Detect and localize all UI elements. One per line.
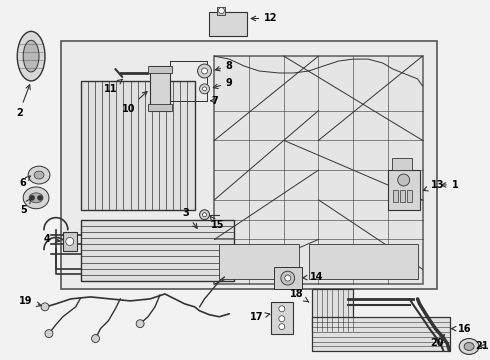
Bar xyxy=(274,267,302,289)
Bar xyxy=(148,104,172,111)
Text: 8: 8 xyxy=(215,61,233,71)
Circle shape xyxy=(202,87,206,91)
Ellipse shape xyxy=(29,193,43,203)
Ellipse shape xyxy=(17,31,45,81)
Circle shape xyxy=(136,320,144,328)
Text: 5: 5 xyxy=(20,199,30,215)
Circle shape xyxy=(202,213,206,217)
Circle shape xyxy=(66,238,74,246)
Text: 12: 12 xyxy=(251,13,278,23)
Text: 11: 11 xyxy=(104,79,122,94)
Bar xyxy=(407,190,412,202)
Bar xyxy=(271,302,293,334)
Bar xyxy=(220,244,299,279)
Text: 9: 9 xyxy=(213,78,233,89)
Ellipse shape xyxy=(23,40,39,72)
Text: 18: 18 xyxy=(290,289,309,302)
Ellipse shape xyxy=(23,187,49,209)
Circle shape xyxy=(201,68,207,74)
Bar xyxy=(309,244,417,279)
Bar xyxy=(150,66,170,111)
Circle shape xyxy=(279,306,285,312)
Circle shape xyxy=(29,195,35,200)
Circle shape xyxy=(38,195,43,200)
Circle shape xyxy=(92,334,99,342)
Circle shape xyxy=(45,330,53,338)
Circle shape xyxy=(279,324,285,330)
Text: 17: 17 xyxy=(250,312,270,322)
Circle shape xyxy=(279,316,285,322)
Bar xyxy=(312,317,450,351)
Bar xyxy=(312,289,353,330)
Text: 4: 4 xyxy=(44,234,60,244)
Circle shape xyxy=(199,84,210,94)
Text: 1: 1 xyxy=(441,180,459,190)
Ellipse shape xyxy=(34,171,44,179)
Circle shape xyxy=(281,271,294,285)
Text: 7: 7 xyxy=(211,96,218,106)
Text: 21: 21 xyxy=(475,342,489,351)
Circle shape xyxy=(285,275,291,281)
Bar xyxy=(170,61,207,101)
Text: 2: 2 xyxy=(16,85,30,118)
Circle shape xyxy=(197,64,212,78)
Text: 3: 3 xyxy=(182,208,197,228)
Bar xyxy=(388,170,419,210)
Bar xyxy=(63,231,77,251)
Bar xyxy=(215,56,422,284)
Bar xyxy=(148,66,172,73)
Text: 6: 6 xyxy=(20,176,30,188)
Circle shape xyxy=(41,303,49,311)
Text: 20: 20 xyxy=(431,334,444,347)
Bar xyxy=(61,41,438,289)
Bar xyxy=(218,6,225,14)
Text: 14: 14 xyxy=(303,272,323,282)
Bar xyxy=(81,81,195,210)
Bar xyxy=(400,190,405,202)
Text: 10: 10 xyxy=(122,91,147,114)
Bar xyxy=(392,158,412,170)
Circle shape xyxy=(219,8,224,14)
Text: 19: 19 xyxy=(20,296,41,306)
Text: 13: 13 xyxy=(423,180,444,191)
Ellipse shape xyxy=(459,338,479,354)
Bar xyxy=(81,220,234,281)
Text: 16: 16 xyxy=(451,324,472,334)
Circle shape xyxy=(199,210,210,220)
Ellipse shape xyxy=(464,342,474,350)
Bar xyxy=(210,12,247,36)
Ellipse shape xyxy=(28,166,50,184)
Bar xyxy=(393,190,398,202)
Circle shape xyxy=(398,174,410,186)
Text: 15: 15 xyxy=(210,216,224,230)
